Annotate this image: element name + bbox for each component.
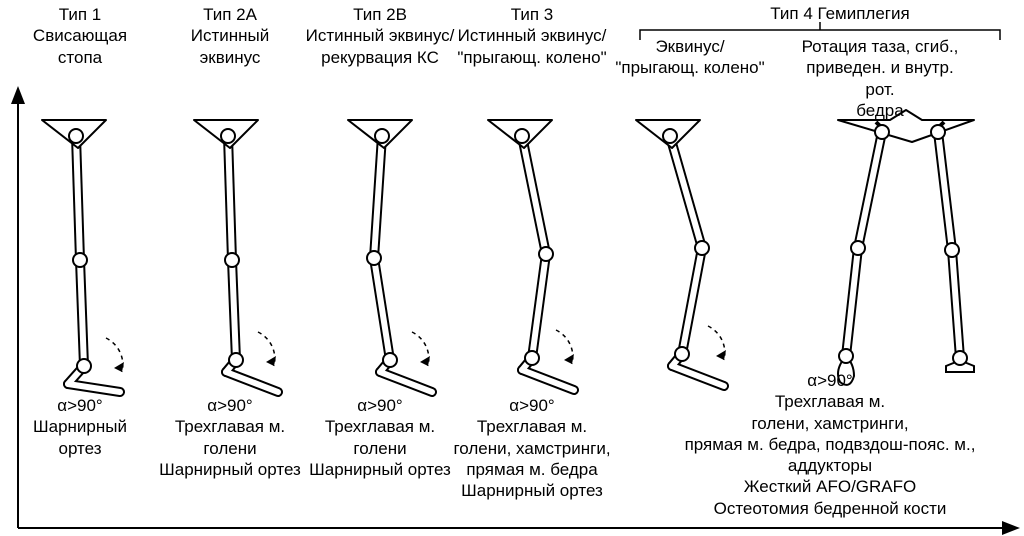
leg-0 [42, 120, 124, 392]
type-header-5: Ротация таза, сгиб., приведен. и внутр. … [790, 36, 970, 121]
shared-description: α>90° Трехглавая м. голени, хамстринги, … [640, 370, 1020, 519]
group-label: Тип 4 Гемиплегия [680, 4, 1000, 24]
leg-4 [636, 120, 726, 386]
twin-leg-5 [838, 110, 974, 385]
leg-3 [488, 120, 574, 390]
type-header-3: Тип 3 Истинный эквинус/ "прыгающ. колено… [442, 4, 622, 68]
type-desc-3: α>90° Трехглавая м. голени, хамстринги, … [442, 395, 622, 501]
leg-2 [348, 120, 432, 392]
leg-1 [194, 120, 278, 392]
type-header-4: Эквинус/ "прыгающ. колено" [600, 36, 780, 79]
